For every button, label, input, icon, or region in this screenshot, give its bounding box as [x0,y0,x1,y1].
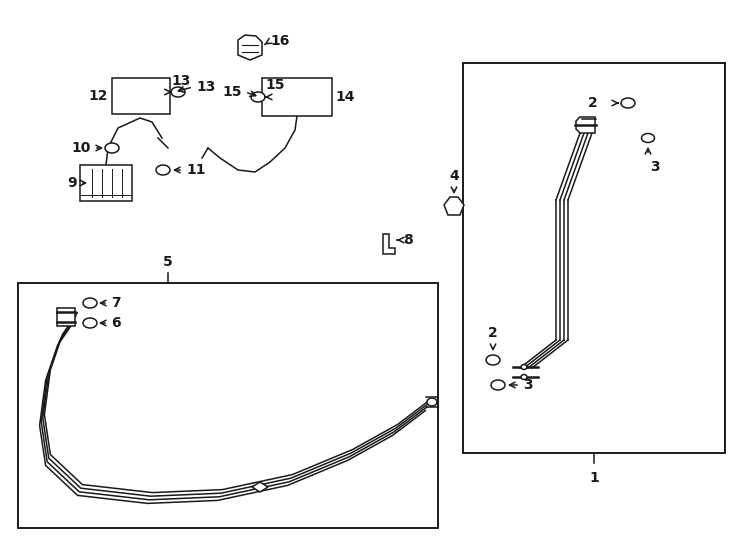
Polygon shape [444,197,464,215]
Text: 6: 6 [111,316,120,330]
Bar [18,283,438,528]
Ellipse shape [251,92,265,102]
Text: 1: 1 [589,471,599,485]
Ellipse shape [621,98,635,108]
Bar [463,63,725,453]
Text: 11: 11 [186,163,206,177]
Text: 16: 16 [270,34,289,48]
Text: 4: 4 [449,169,459,183]
Polygon shape [576,117,595,133]
Text: 7: 7 [111,296,120,310]
Ellipse shape [83,298,97,308]
Text: 13: 13 [171,74,190,88]
Text: 2: 2 [488,326,498,340]
Text: 3: 3 [523,378,533,392]
Text: 15: 15 [265,78,285,92]
Polygon shape [238,35,262,60]
Ellipse shape [642,133,655,143]
Ellipse shape [105,143,119,153]
Ellipse shape [521,375,527,380]
Text: 2: 2 [588,96,598,110]
Bar [112,78,170,114]
Ellipse shape [491,380,505,390]
Ellipse shape [171,87,185,97]
Bar [80,165,132,201]
Ellipse shape [521,364,527,369]
Text: 10: 10 [72,141,91,155]
Polygon shape [383,234,395,254]
Text: 9: 9 [68,176,77,190]
Ellipse shape [156,165,170,175]
Text: 8: 8 [403,233,413,247]
Ellipse shape [427,398,437,406]
Bar [262,78,332,116]
Text: 14: 14 [335,90,355,104]
Text: 5: 5 [163,255,173,269]
Polygon shape [57,308,75,326]
Ellipse shape [486,355,500,365]
Text: 12: 12 [89,89,108,103]
Ellipse shape [83,318,97,328]
Text: 13: 13 [196,80,215,94]
Text: 3: 3 [650,160,660,174]
Polygon shape [252,482,268,492]
Text: 15: 15 [222,85,242,99]
